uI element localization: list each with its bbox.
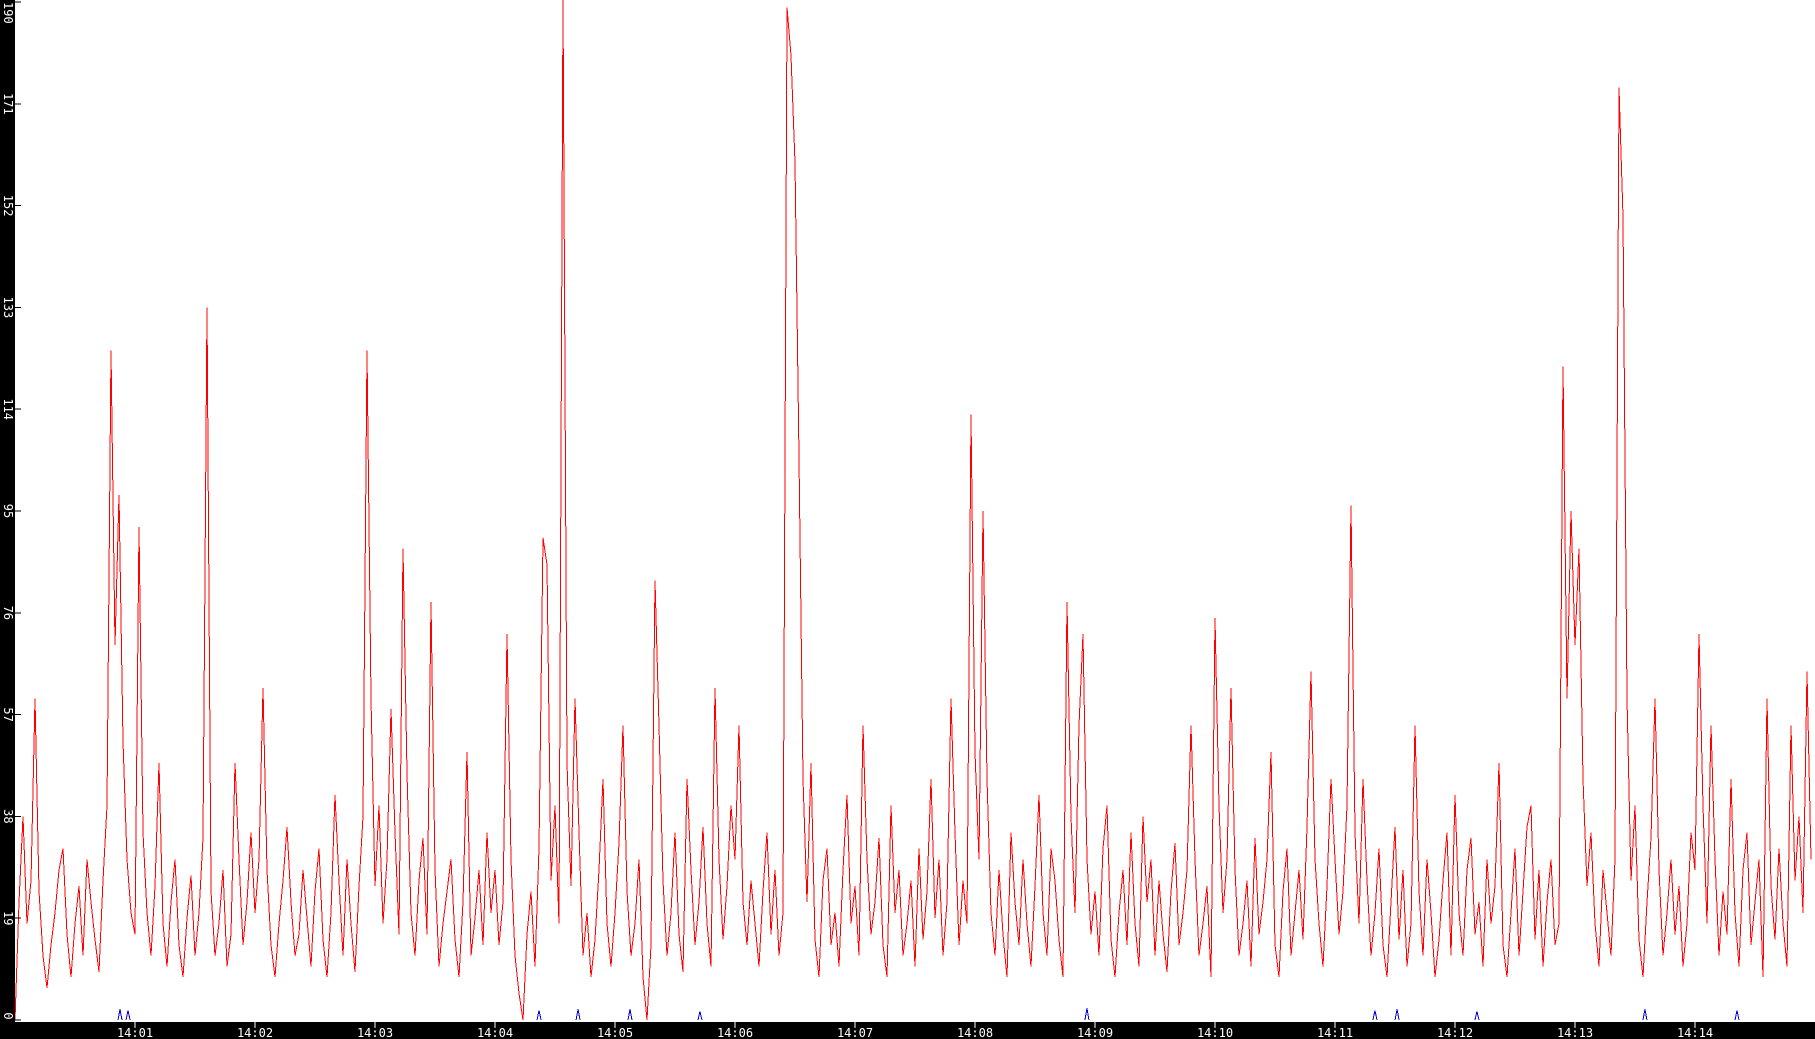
y-axis-label: 95 (1, 504, 15, 518)
blue-spike (1372, 1010, 1378, 1021)
blue-spike (627, 1009, 633, 1021)
x-axis-label: 14:08 (957, 1026, 993, 1039)
y-axis-label: 19 (1, 911, 15, 925)
x-axis: 14:01 14:02 14:03 14:04 14:05 14:06 14:07 14:08… (0, 1022, 1815, 1039)
x-axis-label: 14:14 (1677, 1026, 1713, 1039)
blue-spike (536, 1010, 542, 1021)
x-axis-label: 14:05 (597, 1026, 633, 1039)
x-axis-label: 14:13 (1557, 1026, 1593, 1039)
y-axis-label: 38 (1, 809, 15, 823)
blue-spike (1394, 1009, 1400, 1021)
x-axis-label: 14:10 (1197, 1026, 1233, 1039)
x-axis-label: 14:07 (837, 1026, 873, 1039)
blue-spike (1474, 1011, 1480, 1021)
blue-spike (1642, 1009, 1648, 1021)
y-axis-label: 152 (1, 195, 15, 217)
blue-spike (575, 1009, 581, 1021)
y-axis-label: 0 (1, 1012, 15, 1019)
blue-spike (125, 1010, 131, 1021)
y-axis-label: 171 (1, 93, 15, 115)
x-axis-bar (0, 1022, 1815, 1039)
red-series (14, 0, 1812, 1021)
y-axis-bar (0, 0, 15, 1039)
x-axis-label: 14:06 (717, 1026, 753, 1039)
y-axis-label: 133 (1, 297, 15, 319)
blue-spike (697, 1011, 703, 1021)
y-axis-label: 190 (1, 2, 15, 24)
y-axis: 0 19 38 57 76 95 114 133 152 171 190 (0, 0, 21, 1039)
y-axis-label: 114 (1, 398, 15, 420)
y-axis-label: 57 (1, 707, 15, 721)
y-axis-label: 76 (1, 606, 15, 620)
blue-spike (1734, 1010, 1740, 1021)
x-axis-label: 14:09 (1077, 1026, 1113, 1039)
blue-series (117, 1008, 1740, 1021)
blue-spike (1084, 1008, 1090, 1021)
x-axis-label: 14:12 (1437, 1026, 1473, 1039)
x-axis-label: 14:04 (477, 1026, 513, 1039)
red-line (14, 0, 1812, 1021)
x-axis-label: 14:03 (357, 1026, 393, 1039)
x-axis-label: 14:11 (1317, 1026, 1353, 1039)
x-axis-label: 14:02 (237, 1026, 273, 1039)
blue-spike (117, 1009, 123, 1021)
x-axis-label: 14:01 (117, 1026, 153, 1039)
